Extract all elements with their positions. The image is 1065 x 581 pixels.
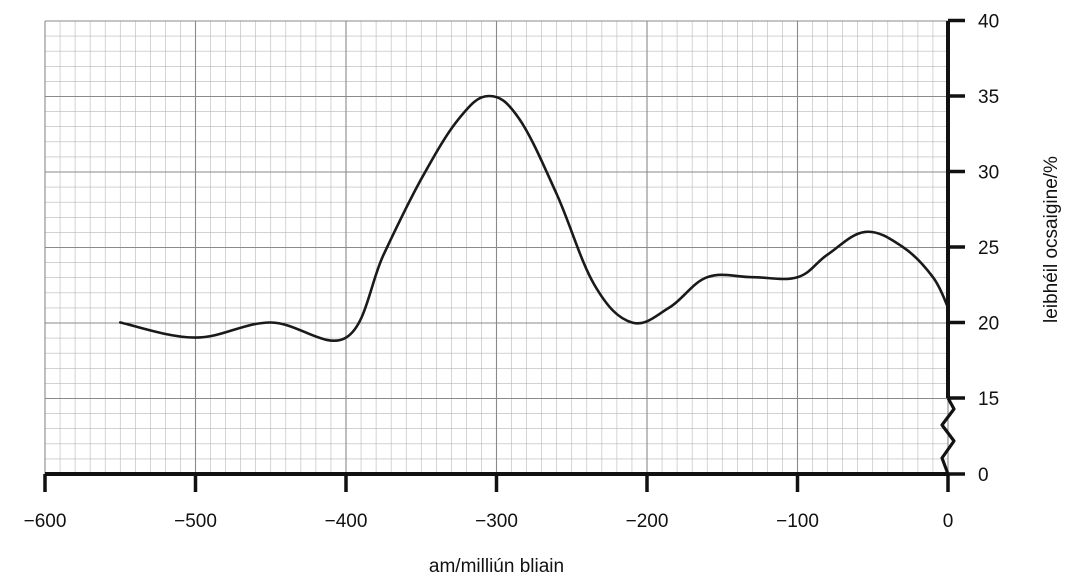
x-tick-label: 0 <box>943 511 954 532</box>
oxygen-level-line <box>118 94 950 343</box>
y-tick-label: 0 <box>978 465 989 486</box>
y-axis-title: leibhéil ocsaigine/% <box>1041 156 1062 323</box>
x-tick-label: −600 <box>24 511 67 532</box>
x-axis-ticks: −600 −500 −400 −300 −200 −100 0 <box>24 474 954 532</box>
x-tick-label: −200 <box>626 511 669 532</box>
y-tick-label: 35 <box>978 87 999 108</box>
x-tick-label: −300 <box>475 511 518 532</box>
y-tick-label: 30 <box>978 163 999 184</box>
y-tick-label: 25 <box>978 238 999 259</box>
y-axis-ticks: 0 15 20 25 30 35 40 <box>948 12 999 486</box>
y-tick-label: 40 <box>978 12 999 33</box>
y-tick-label: 15 <box>978 389 999 410</box>
x-axis-title: am/milliún bliain <box>429 556 564 577</box>
x-tick-label: −100 <box>776 511 819 532</box>
y-tick-label: 20 <box>978 314 999 335</box>
x-tick-label: −400 <box>325 511 368 532</box>
y-axis-break <box>940 397 956 475</box>
x-tick-label: −500 <box>174 511 217 532</box>
